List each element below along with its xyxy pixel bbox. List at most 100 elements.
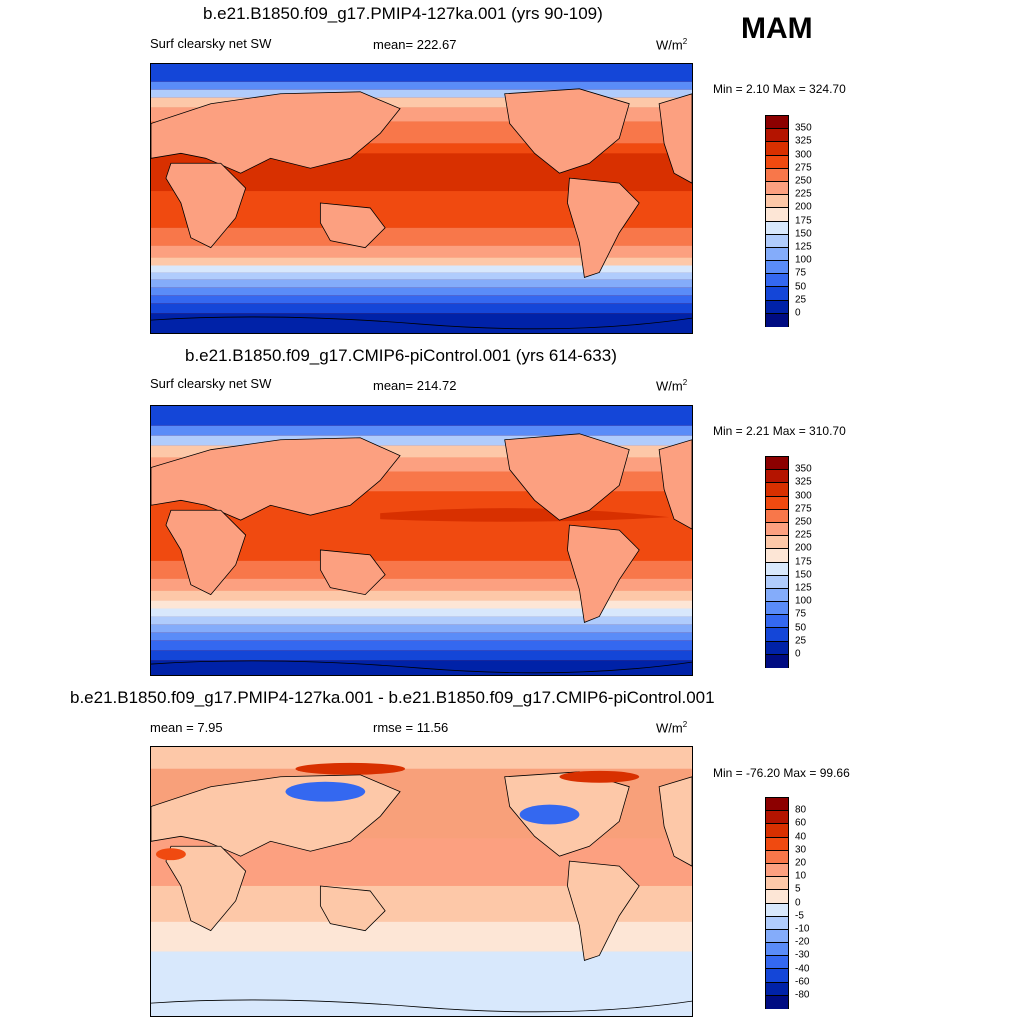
colorbar-box [766,168,788,182]
colorbar-label: -10 [795,923,810,935]
colorbar-box [766,195,788,209]
colorbar-box [766,798,788,812]
panel2-variable-label: Surf clearsky net SW [150,376,272,391]
colorbar-box [766,155,788,169]
colorbar-label: 5 [795,883,801,895]
colorbar-box [766,129,788,143]
panel3-units: W/m2 [656,720,688,736]
panel3-rmse-label: rmse = 11.56 [373,720,449,735]
colorbar-box [766,863,788,878]
colorbar-box [766,850,788,864]
colorbar-label: 75 [795,608,807,620]
colorbar-label: 150 [795,228,812,240]
colorbar-box [766,943,788,957]
colorbar-label: 325 [795,476,812,488]
colorbar-label: 250 [795,516,812,528]
colorbar-label: 100 [795,595,812,607]
colorbar-label: 30 [795,844,807,856]
colorbar-label: -60 [795,976,810,988]
colorbar-box [766,916,788,930]
colorbar-box [766,208,788,222]
colorbar-box [766,562,788,576]
colorbar-label: 80 [795,804,807,816]
colorbar-box [766,142,788,156]
panel1-minmax: Min = 2.10 Max = 324.70 [713,82,846,96]
colorbar-label: 250 [795,175,812,187]
colorbar-label: 225 [795,529,812,541]
colorbar-label: 75 [795,267,807,279]
colorbar-box [766,549,788,563]
panel2-minmax: Min = 2.21 Max = 310.70 [713,424,846,438]
colorbar-label: 300 [795,490,812,502]
colorbar-label: 50 [795,281,807,293]
colorbar-box [766,654,788,668]
colorbar-label: 325 [795,135,812,147]
colorbar-label: 50 [795,622,807,634]
colorbar-box [766,982,788,996]
colorbar-label: 275 [795,162,812,174]
colorbar-box [766,956,788,970]
panel1-map [150,63,693,334]
colorbar-label: 275 [795,503,812,515]
colorbar-label: 150 [795,569,812,581]
colorbar-label: 25 [795,294,807,306]
colorbar-box [766,575,788,589]
panel2-title: b.e21.B1850.f09_g17.CMIP6-piControl.001 … [185,346,617,365]
colorbar-label: 0 [795,897,801,909]
colorbar-box [766,969,788,983]
panel3-minmax: Min = -76.20 Max = 99.66 [713,766,850,780]
colorbar-box [766,536,788,550]
colorbar-label: 350 [795,463,812,475]
colorbar-box [766,181,788,196]
colorbar-label: 100 [795,254,812,266]
colorbar-label: 40 [795,831,807,843]
colorbar-box [766,995,788,1009]
colorbar-box [766,483,788,497]
colorbar-box [766,811,788,825]
colorbar-label: -40 [795,963,810,975]
panel1-variable-label: Surf clearsky net SW [150,36,272,51]
colorbar-box [766,615,788,629]
panel1-mean-label: mean= 222.67 [373,37,457,52]
colorbar-label: 225 [795,188,812,200]
panel2-mean-label: mean= 214.72 [373,378,457,393]
colorbar-box [766,496,788,510]
colorbar-box [766,890,788,904]
colorbar-box [766,287,788,301]
colorbar-box [766,588,788,603]
colorbar-box [766,470,788,484]
colorbar-box [766,300,788,314]
colorbar-box [766,903,788,917]
colorbar-box [766,602,788,616]
panel2-map [150,405,693,676]
colorbar-label: 20 [795,857,807,869]
colorbar-label: 25 [795,635,807,647]
colorbar-label: 125 [795,582,812,594]
colorbar-box [766,509,788,523]
colorbar-label: -20 [795,936,810,948]
colorbar-box [766,116,788,130]
colorbar-label: 175 [795,215,812,227]
colorbar-label: -30 [795,949,810,961]
colorbar-box [766,274,788,288]
colorbar-box [766,641,788,655]
colorbar-label: 60 [795,817,807,829]
colorbar-label: 10 [795,870,807,882]
colorbar-label: -80 [795,989,810,1001]
colorbar-label: 200 [795,201,812,213]
colorbar-label: 175 [795,556,812,568]
colorbar-box [766,234,788,248]
colorbar-box [766,522,788,537]
panel3-map [150,746,693,1017]
panel3-title: b.e21.B1850.f09_g17.PMIP4-127ka.001 - b.… [70,688,715,707]
panel2-colorbar [765,456,789,668]
panel3-colorbar [765,797,789,1009]
panel1-colorbar [765,115,789,327]
colorbar-label: 350 [795,122,812,134]
colorbar-label: 0 [795,307,801,319]
colorbar-box [766,824,788,838]
colorbar-label: 300 [795,149,812,161]
colorbar-box [766,628,788,642]
colorbar-label: 0 [795,648,801,660]
colorbar-box [766,261,788,275]
